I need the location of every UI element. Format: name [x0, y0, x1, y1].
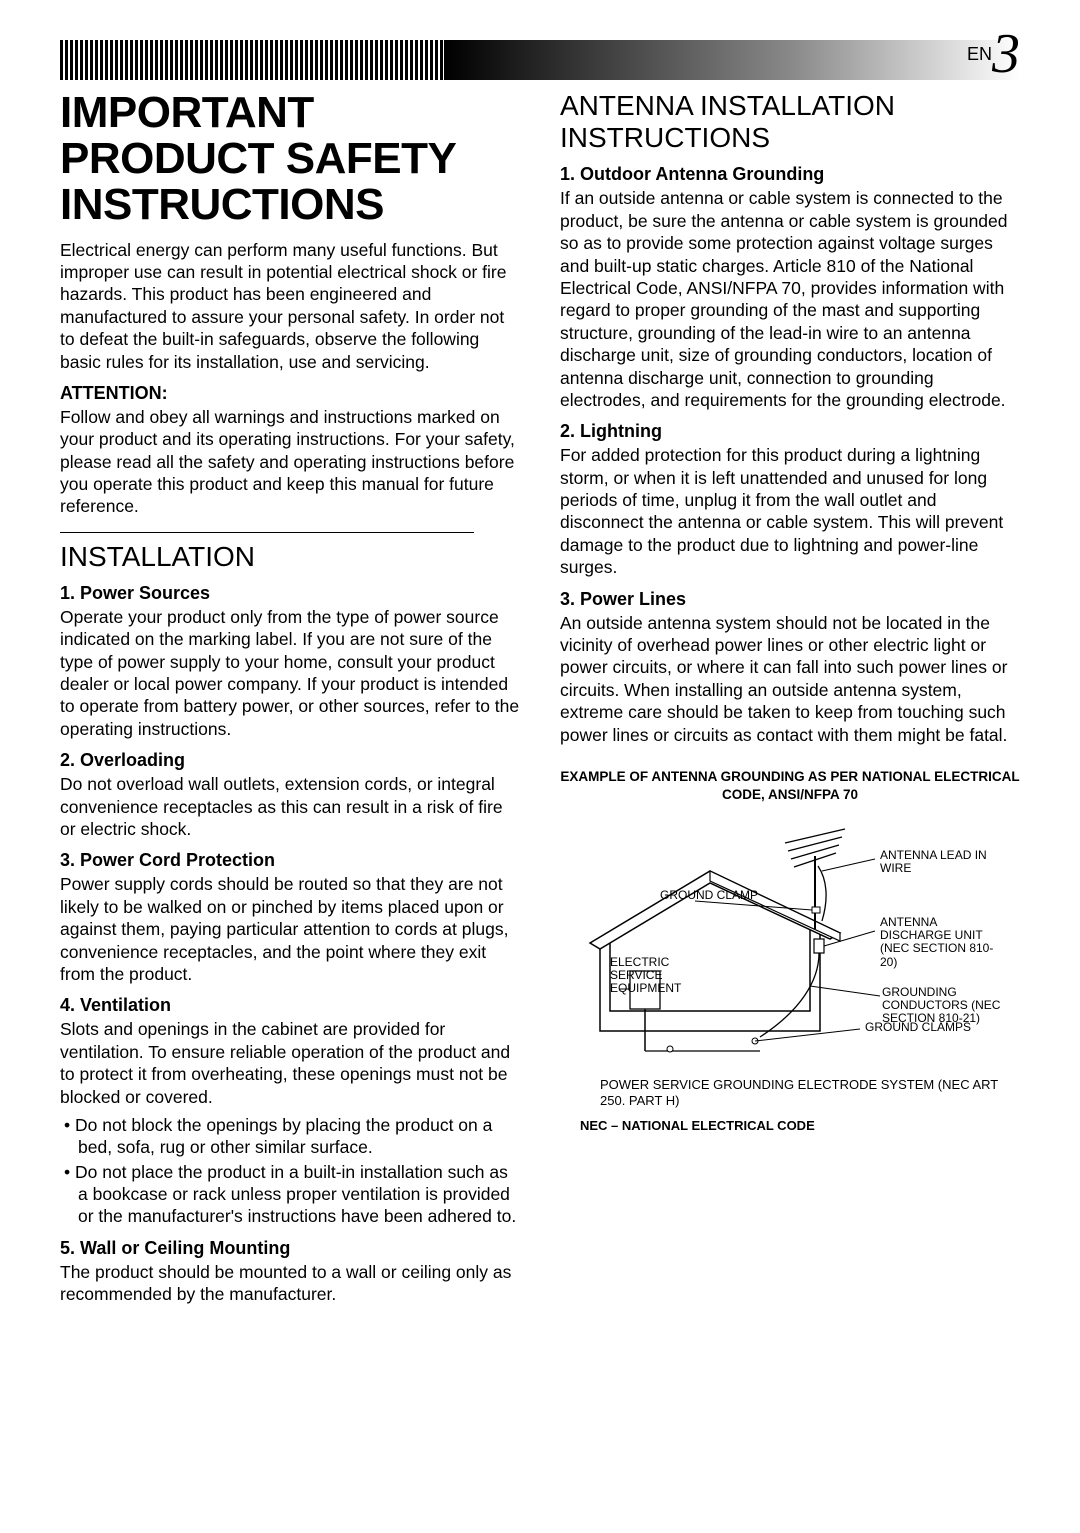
item1-body: Operate your product only from the type … [60, 606, 520, 740]
item2-heading: 2. Overloading [60, 750, 520, 771]
installation-heading: INSTALLATION [60, 541, 520, 573]
header-stripes [60, 40, 444, 80]
antenna-heading: ANTENNA INSTALLATION INSTRUCTIONS [560, 90, 1020, 154]
ant-item1-heading: 1. Outdoor Antenna Grounding [560, 164, 1020, 185]
header-gradient [444, 40, 1020, 80]
item5-body: The product should be mounted to a wall … [60, 1261, 520, 1306]
divider [60, 532, 474, 533]
item2-body: Do not overload wall outlets, extension … [60, 773, 520, 840]
ant-item3-heading: 3. Power Lines [560, 589, 1020, 610]
label-ground-clamp-top: GROUND CLAMP [660, 889, 758, 902]
diagram: ANTENNA LEAD IN WIRE GROUND CLAMP ANTENN… [560, 811, 1020, 1071]
page-lang-prefix: EN [967, 44, 992, 64]
attention-heading: ATTENTION: [60, 383, 520, 404]
label-antenna-lead: ANTENNA LEAD IN WIRE [880, 849, 1000, 875]
diagram-title: EXAMPLE OF ANTENNA GROUNDING AS PER NATI… [560, 768, 1020, 803]
left-column: IMPORTANT PRODUCT SAFETY INSTRUCTIONS El… [60, 90, 520, 1312]
label-ground-clamps: GROUND CLAMPS [865, 1021, 971, 1034]
item4-bullet2: • Do not place the product in a built-in… [60, 1161, 520, 1228]
ant-item1-body: If an outside antenna or cable system is… [560, 187, 1020, 411]
columns: IMPORTANT PRODUCT SAFETY INSTRUCTIONS El… [60, 90, 1020, 1312]
page-number-digit: 3 [992, 23, 1020, 85]
diagram-footer: NEC – NATIONAL ELECTRICAL CODE [580, 1118, 1020, 1133]
diagram-caption: POWER SERVICE GROUNDING ELECTRODE SYSTEM… [600, 1077, 1020, 1110]
header-bar [60, 40, 1020, 80]
item3-heading: 3. Power Cord Protection [60, 850, 520, 871]
ant-item3-body: An outside antenna system should not be … [560, 612, 1020, 746]
main-title: IMPORTANT PRODUCT SAFETY INSTRUCTIONS [60, 90, 520, 229]
right-column: ANTENNA INSTALLATION INSTRUCTIONS 1. Out… [560, 90, 1020, 1312]
ant-item2-heading: 2. Lightning [560, 421, 1020, 442]
item4-bullet1: • Do not block the openings by placing t… [60, 1114, 520, 1159]
item4-heading: 4. Ventilation [60, 995, 520, 1016]
label-discharge-unit: ANTENNA DISCHARGE UNIT (NEC SECTION 810-… [880, 916, 1010, 969]
page-number: EN3 [967, 22, 1020, 86]
intro-paragraph: Electrical energy can perform many usefu… [60, 239, 520, 373]
item4-body: Slots and openings in the cabinet are pr… [60, 1018, 520, 1108]
label-electric-service: ELECTRIC SERVICE EQUIPMENT [610, 956, 710, 996]
item5-heading: 5. Wall or Ceiling Mounting [60, 1238, 520, 1259]
item1-heading: 1. Power Sources [60, 583, 520, 604]
ant-item2-body: For added protection for this product du… [560, 444, 1020, 578]
page: EN3 IMPORTANT PRODUCT SAFETY INSTRUCTION… [0, 0, 1080, 1352]
item3-body: Power supply cords should be routed so t… [60, 873, 520, 985]
attention-body: Follow and obey all warnings and instruc… [60, 406, 520, 518]
